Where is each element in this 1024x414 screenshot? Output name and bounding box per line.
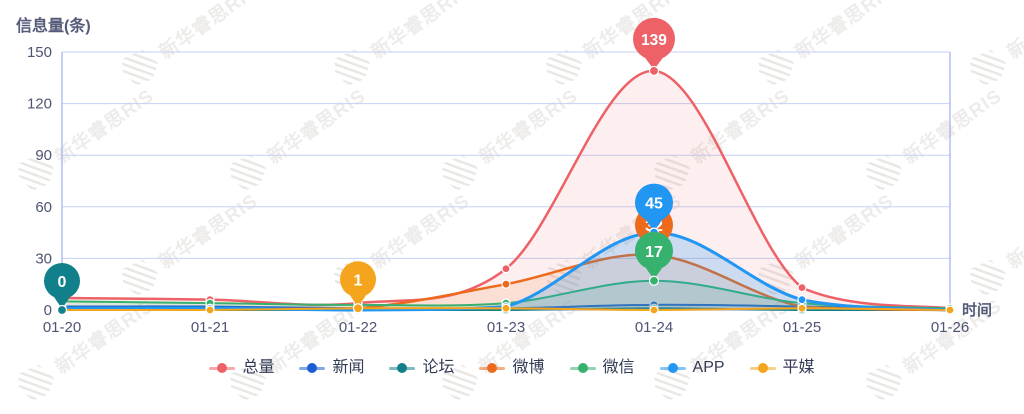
svg-text:01-22: 01-22 [339,319,377,336]
legend-item-微信[interactable]: 微信 [569,359,635,376]
legend: 总量 新闻 论坛 微博 微信 APP 平媒 [0,356,1024,380]
svg-text:139: 139 [641,32,667,49]
svg-text:17: 17 [645,244,663,261]
y-axis-title: 信息量(条) [16,18,91,35]
legend-item-微博[interactable]: 微博 [479,359,545,376]
max-marker-平媒[interactable]: 1 [340,261,376,314]
legend-label: 微博 [512,359,545,376]
svg-text:45: 45 [645,196,663,213]
y-tick-labels: 0 30 60 90 120 150 [27,44,52,319]
max-value-markers: 01139324517 [44,17,675,316]
legend-label: 新闻 [332,359,365,376]
svg-text:01-20: 01-20 [43,319,81,336]
legend-marker-icon [209,363,236,373]
legend-item-总量[interactable]: 总量 [209,360,274,376]
svg-text:01-24: 01-24 [635,319,673,336]
legend-marker-icon [299,363,326,373]
legend-item-新闻[interactable]: 新闻 [299,360,364,376]
grid [61,51,951,311]
legend-item-平媒[interactable]: 平媒 [749,359,815,376]
x-tick-labels: 01-20 01-21 01-22 01-23 01-24 01-25 01-26 [43,319,969,336]
svg-text:0: 0 [58,274,67,291]
legend-marker-icon [659,363,686,373]
legend-label: 平媒 [782,359,815,376]
legend-item-论坛[interactable]: 论坛 [389,360,454,376]
legend-item-APP[interactable]: APP [659,359,725,376]
max-marker-微信[interactable]: 17 [635,231,673,286]
svg-text:120: 120 [27,96,52,113]
svg-text:1: 1 [354,272,363,289]
legend-marker-icon [389,363,416,373]
legend-label: 微信 [602,359,635,376]
svg-text:01-23: 01-23 [487,319,525,336]
svg-text:0: 0 [44,302,52,319]
legend-marker-icon [479,363,506,373]
legend-marker-icon [749,363,776,373]
legend-label: APP [692,359,725,376]
max-marker-总量[interactable]: 139 [633,17,675,77]
legend-label: 总量 [242,359,275,376]
legend-label: 论坛 [422,359,455,376]
svg-text:90: 90 [35,147,52,164]
svg-text:30: 30 [35,250,52,267]
x-axis-title: 时间 [962,302,993,319]
svg-text:150: 150 [27,44,52,61]
svg-text:01-21: 01-21 [191,319,229,336]
svg-text:01-25: 01-25 [783,319,821,336]
svg-text:01-26: 01-26 [931,319,969,336]
svg-text:60: 60 [35,199,52,216]
max-marker-论坛[interactable]: 0 [44,263,80,316]
legend-marker-icon [569,363,596,373]
